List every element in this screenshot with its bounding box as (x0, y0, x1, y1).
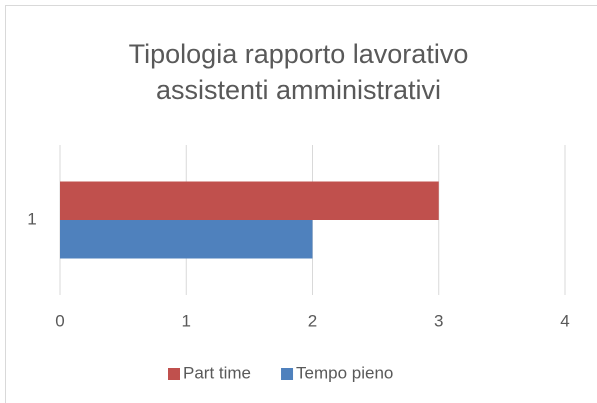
x-tick-label: 4 (560, 311, 569, 330)
bar (60, 220, 313, 259)
y-tick-label: 1 (27, 209, 36, 228)
x-tick-label: 1 (182, 311, 191, 330)
chart-border (5, 5, 597, 403)
bar (60, 181, 439, 220)
legend-swatch (281, 368, 294, 380)
legend-label: Part time (183, 363, 251, 382)
legend-swatch (168, 368, 180, 380)
x-tick-label: 3 (434, 311, 443, 330)
x-tick-label: 2 (308, 311, 317, 330)
x-tick-label: 0 (55, 311, 64, 330)
legend-label: Tempo pieno (296, 363, 393, 382)
chart-title: Tipologia rapporto lavorativo assistenti… (128, 39, 469, 105)
